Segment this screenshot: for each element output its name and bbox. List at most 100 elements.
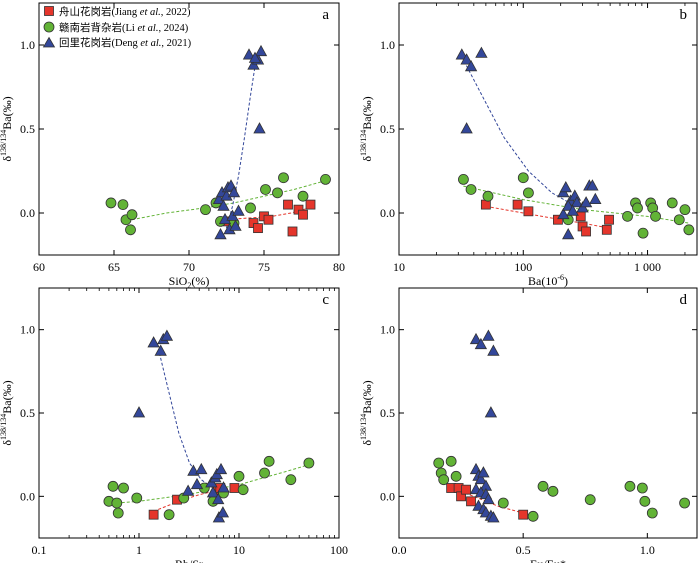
data-point-circle xyxy=(679,497,690,509)
data-point-circle xyxy=(259,467,270,479)
data-point-circle xyxy=(297,190,309,202)
data-point-circle xyxy=(497,497,509,509)
y-tick-label: 0.5 xyxy=(380,122,395,136)
data-point-circle xyxy=(673,214,685,226)
data-point-triangle xyxy=(487,511,500,523)
data-point-triangle xyxy=(242,48,256,60)
trend-line xyxy=(223,207,310,221)
data-point-circle xyxy=(636,482,648,494)
y-tick-label: 0.0 xyxy=(380,489,395,503)
data-point-square xyxy=(553,214,563,225)
panel-d: 0.0 0.5 1.0 0.0 0.5 1.0 Eu/Eu* δ138/134Ba(‰) d xyxy=(359,287,698,563)
y-tick-label: 0.0 xyxy=(20,489,35,503)
data-point-circle xyxy=(637,227,649,239)
data-point-circle xyxy=(303,457,315,469)
data-point-triangle xyxy=(181,484,195,496)
panel-label-d: d xyxy=(680,292,688,308)
data-point-circle xyxy=(107,480,119,492)
x-tick-label: 80 xyxy=(333,260,345,274)
data-point-square xyxy=(461,484,471,495)
panel-a: 60 65 70 75 80 0.0 0.5 1.0 SiO2(%) δ138/134Ba(‰) a xyxy=(0,2,345,290)
data-point-triangle xyxy=(217,481,230,493)
data-point-triangle xyxy=(570,196,584,208)
legend-label-gannan: 赣南岩背杂岩(Li et al., 2024) xyxy=(59,21,189,34)
data-point-square xyxy=(581,226,591,237)
plot-frame xyxy=(398,287,698,539)
data-point-triangle xyxy=(206,486,220,498)
data-point-square xyxy=(287,226,298,237)
data-point-square xyxy=(456,491,466,502)
trend-line xyxy=(131,180,325,221)
y-tick-label: 1.0 xyxy=(380,323,395,337)
data-point-triangle xyxy=(254,44,268,57)
data-point-circle xyxy=(263,455,275,467)
legend-label-zhoushan: 舟山花岗岩(Jiang et al., 2022) xyxy=(59,5,191,18)
data-point-triangle xyxy=(475,46,488,58)
data-point-triangle xyxy=(557,207,570,220)
data-point-square xyxy=(229,483,240,493)
data-point-triangle xyxy=(214,462,228,475)
trend-line xyxy=(158,352,214,489)
x-tick-label: 100 xyxy=(514,260,532,274)
data-point-triangle xyxy=(579,196,593,208)
x-tick-label: 0.1 xyxy=(32,543,47,557)
data-point-circle xyxy=(679,204,691,216)
data-point-triangle xyxy=(469,332,483,345)
y-tick-label: 1.0 xyxy=(380,38,395,52)
data-point-triangle xyxy=(217,199,230,211)
x-tick-label: 75 xyxy=(258,260,270,274)
panel-c: 0.1 1 10 100 0.0 0.5 1.0 Rb/Sr δ138/134Ba(‰) c xyxy=(0,287,348,563)
data-point-circle xyxy=(272,187,283,199)
data-point-triangle xyxy=(253,122,266,134)
y-tick-label: 1.0 xyxy=(20,323,35,337)
trend-line xyxy=(485,205,610,229)
data-point-square xyxy=(523,206,534,217)
data-point-square xyxy=(263,214,274,225)
legend-marker-circle xyxy=(43,21,55,33)
x-tick-label: 10 xyxy=(393,260,405,274)
x-tick-label: 60 xyxy=(33,260,45,274)
data-point-square xyxy=(148,509,159,520)
legend-label-huili: 回里花岗岩(Deng et al., 2021) xyxy=(59,36,192,49)
data-point-circle xyxy=(450,470,462,482)
data-point-circle xyxy=(632,202,643,214)
y-tick-label: 0.5 xyxy=(20,122,35,136)
data-point-circle xyxy=(646,507,658,519)
data-point-circle xyxy=(458,173,469,185)
x-axis-label: Rb/Sr xyxy=(175,557,203,563)
data-point-triangle xyxy=(460,53,473,65)
data-point-circle xyxy=(112,507,124,519)
data-point-triangle xyxy=(229,219,242,231)
data-point-triangle xyxy=(160,329,174,341)
data-point-triangle xyxy=(212,492,225,505)
data-point-circle xyxy=(523,187,534,199)
data-point-circle xyxy=(200,204,211,216)
legend-marker-triangle xyxy=(42,36,56,48)
x-tick-label: 0.0 xyxy=(392,543,407,557)
data-point-circle xyxy=(131,492,143,504)
data-point-circle xyxy=(527,510,539,522)
data-point-triangle xyxy=(566,204,579,216)
data-point-circle xyxy=(233,470,245,482)
data-point-triangle xyxy=(482,492,495,505)
data-point-triangle xyxy=(464,59,478,72)
data-point-circle xyxy=(126,209,138,221)
legend-marker-square xyxy=(44,6,54,16)
data-point-square xyxy=(253,223,263,234)
y-tick-label: 1.0 xyxy=(20,38,35,52)
x-tick-label: 100 xyxy=(330,543,348,557)
data-point-triangle xyxy=(232,204,245,216)
data-point-circle xyxy=(639,495,651,507)
data-point-circle xyxy=(125,224,136,236)
data-point-triangle xyxy=(487,344,500,356)
x-tick-label: 70 xyxy=(183,260,195,274)
data-point-circle xyxy=(118,482,129,494)
x-axis-label: Eu/Eu* xyxy=(530,557,566,563)
data-point-circle xyxy=(650,210,661,222)
data-point-square xyxy=(518,509,529,520)
data-point-square xyxy=(305,199,316,210)
data-point-triangle xyxy=(190,477,204,490)
data-point-triangle xyxy=(227,185,241,198)
y-axis-label: δ138/134Ba(‰) xyxy=(359,380,374,445)
